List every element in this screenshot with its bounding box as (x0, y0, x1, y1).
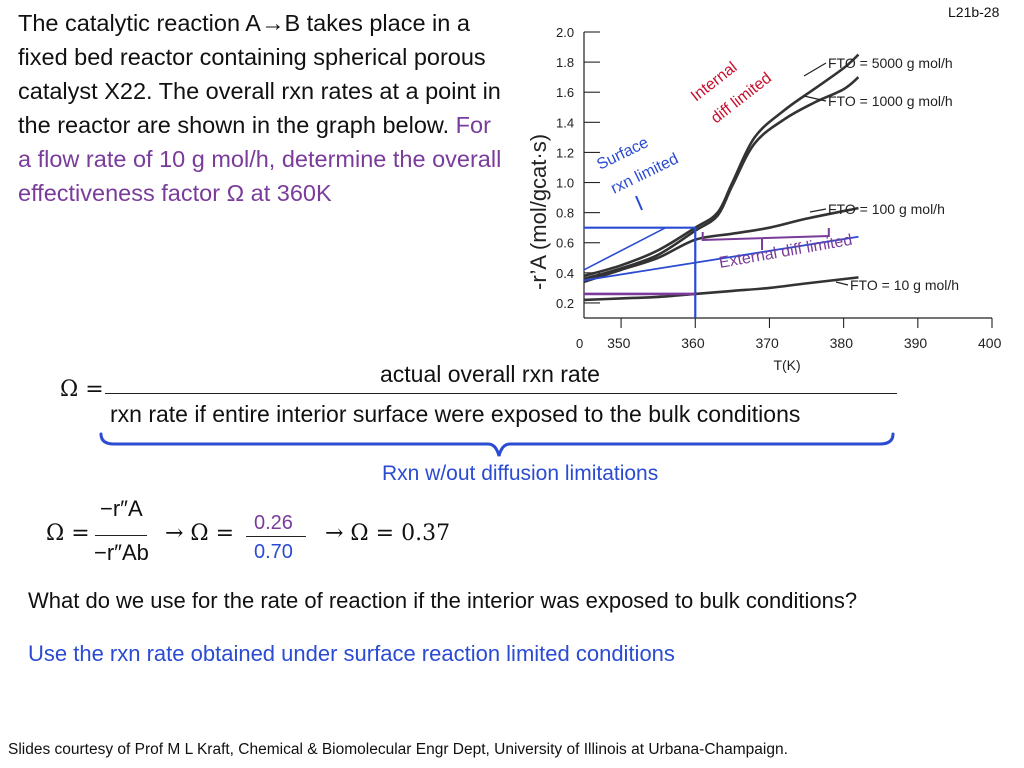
omega-symbol-2: Ω = (46, 521, 90, 546)
y-tick-label: 0.2 (556, 296, 574, 311)
fraction-bar-3 (246, 536, 306, 537)
fraction-denominator: rxn rate if entire interior surface were… (110, 401, 801, 427)
y-tick-label: 1.6 (556, 85, 574, 100)
series-label: FTO = 5000 g mol/h (828, 55, 953, 71)
series-pointer (835, 281, 849, 286)
problem-question: For a flow rate of 10 g mol/h, determine… (18, 112, 502, 206)
x-axis-label: T(K) (773, 357, 800, 373)
surface-pointer (635, 195, 643, 211)
series-label: FTO = 1000 g mol/h (828, 93, 953, 109)
y-tick-label: 2.0 (556, 25, 574, 40)
y-tick-label: 1.2 (556, 145, 574, 160)
x-tick-label: 350 (607, 335, 631, 351)
x-tick-label: 380 (830, 335, 854, 351)
y-tick-label: 1.0 (556, 176, 574, 191)
x-tick-label: 370 (755, 335, 779, 351)
series-line (583, 276, 859, 302)
series-pointer (809, 208, 827, 213)
result: → Ω = 0.37 (325, 521, 451, 546)
fraction-numerator: actual overall rxn rate (380, 361, 600, 387)
rate-vs-temperature-chart: 0 0.2 0.4 0.6 0.8 1.0 1.2 1.4 1.6 1.8 2.0 350 360 370… (526, 25, 1002, 373)
fraction-bar-2 (95, 535, 147, 536)
series-line (583, 76, 860, 281)
brace-label: Rxn w/out diffusion limitations (382, 462, 659, 485)
fraction-bar (105, 393, 897, 394)
rate-symbol-numerator: −r″A (100, 496, 143, 521)
series-pointer (803, 95, 827, 102)
series-line (583, 53, 860, 278)
x-tick-label: 400 (978, 335, 1002, 351)
numeric-numerator: 0.26 (254, 512, 293, 534)
problem-text: The catalytic reaction A→B takes place i… (18, 10, 501, 138)
x-tick-label: 0 (576, 336, 583, 351)
series-label: FTO = 10 g mol/h (850, 277, 959, 293)
y-tick-label: 0.8 (556, 206, 574, 221)
follow-up-question: What do we use for the rate of reaction … (28, 588, 858, 613)
omega-symbol: Ω = (60, 377, 104, 402)
series-line (583, 206, 859, 284)
y-tick-label: 0.6 (556, 236, 574, 251)
follow-up-answer: Use the rxn rate obtained under surface … (28, 641, 675, 666)
y-tick-label: 1.4 (556, 115, 574, 130)
underbrace (99, 432, 895, 457)
surface-tangent-line (583, 226, 666, 271)
y-axis-label: -r’A (mol/gcat·s) (526, 134, 551, 290)
surface-rxn-line (583, 235, 859, 282)
implies-arrow: → Ω = (165, 521, 235, 546)
series-label: FTO = 100 g mol/h (828, 201, 945, 217)
series-pointer (803, 62, 827, 77)
problem-statement: The catalytic reaction A→B takes place i… (18, 6, 508, 210)
y-tick-label: 1.8 (556, 55, 574, 70)
slide-number: L21b-28 (948, 4, 1000, 20)
x-tick-label: 390 (904, 335, 928, 351)
rate-symbol-denominator: −r″Ab (94, 540, 149, 565)
external-bracket (701, 228, 830, 242)
footer-credit: Slides courtesy of Prof M L Kraft, Chemi… (8, 741, 788, 758)
numeric-denominator: 0.70 (254, 541, 293, 563)
y-tick-label: 0.4 (556, 266, 574, 281)
x-tick-label: 360 (681, 335, 705, 351)
